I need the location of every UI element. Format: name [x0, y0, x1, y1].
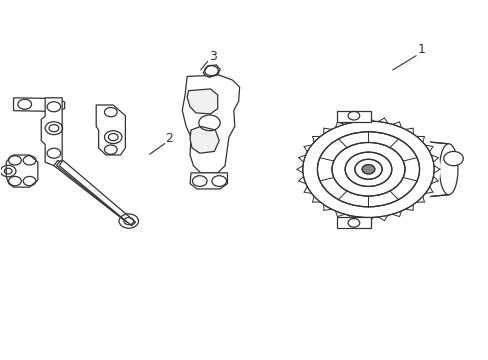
Text: 1: 1 — [417, 43, 425, 56]
Polygon shape — [6, 155, 38, 187]
Circle shape — [296, 116, 440, 222]
Polygon shape — [96, 105, 125, 155]
Polygon shape — [54, 160, 126, 219]
Polygon shape — [187, 89, 217, 114]
Polygon shape — [41, 98, 62, 166]
Ellipse shape — [439, 144, 457, 195]
Text: 3: 3 — [208, 50, 216, 63]
Circle shape — [362, 165, 374, 174]
Circle shape — [362, 165, 374, 174]
Text: 2: 2 — [165, 132, 173, 145]
Polygon shape — [190, 173, 227, 189]
Polygon shape — [182, 75, 239, 173]
Polygon shape — [190, 126, 219, 153]
Polygon shape — [14, 98, 64, 111]
Ellipse shape — [443, 152, 462, 166]
Polygon shape — [57, 160, 131, 222]
Polygon shape — [203, 65, 220, 77]
Polygon shape — [59, 160, 135, 226]
Polygon shape — [387, 138, 448, 201]
Polygon shape — [336, 111, 370, 122]
Polygon shape — [336, 217, 370, 228]
